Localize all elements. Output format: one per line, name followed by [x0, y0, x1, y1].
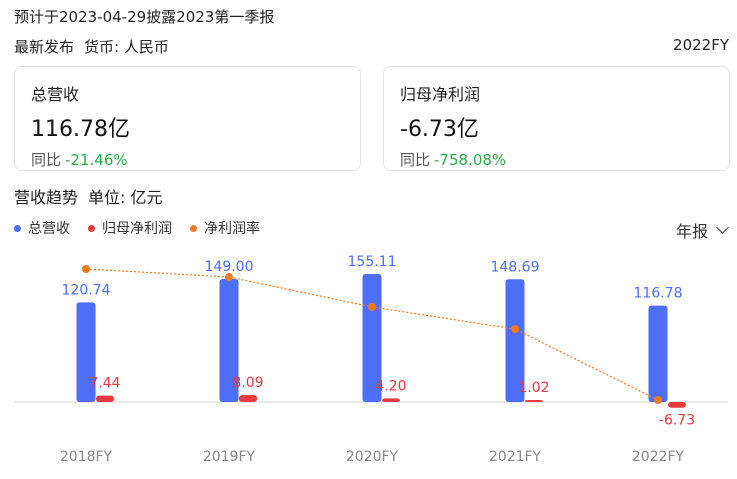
net-profit-bar: [668, 402, 686, 408]
trend-title-text: 营收趋势: [14, 188, 79, 207]
legend-dot-revenue: [14, 224, 21, 232]
net-margin-point: [368, 302, 376, 311]
legend-dot-net-margin: [190, 224, 197, 232]
x-tick-label: 2018FY: [60, 449, 113, 465]
trend-title: 营收趋势 单位: 亿元: [14, 184, 163, 208]
legend-item-net-margin[interactable]: 净利润率: [190, 218, 260, 238]
chart-legend: 总营收 归母净利润 净利润率: [14, 218, 260, 238]
revenue-label: 155.11: [348, 254, 397, 270]
net-profit-bar: [96, 395, 114, 402]
revenue-bar: [505, 279, 525, 402]
net-profit-card-title: 归母净利润: [400, 85, 481, 104]
legend-label-net-profit: 归母净利润: [102, 221, 172, 237]
period-select[interactable]: 年报: [675, 218, 729, 242]
revenue-change-value: -21.46%: [65, 151, 128, 169]
net-margin-point: [654, 396, 662, 404]
net-profit-bar: [239, 395, 257, 402]
revenue-card-title: 总营收: [31, 85, 80, 104]
net-profit-label: 8.09: [232, 375, 263, 391]
revenue-label: 149.00: [205, 259, 254, 275]
net-profit-card[interactable]: 归母净利润 -6.73亿 同比 -758.08%: [383, 66, 730, 171]
net-margin-point: [82, 265, 90, 273]
revenue-bar: [648, 305, 668, 402]
net-profit-label: 1.02: [518, 380, 549, 396]
x-tick-label: 2019FY: [203, 449, 256, 465]
revenue-bar: [76, 302, 96, 402]
net-profit-change-label: 同比: [400, 151, 431, 169]
revenue-label: 148.69: [491, 259, 540, 275]
revenue-label: 120.74: [62, 282, 111, 298]
report-period: 2022FY: [673, 36, 729, 54]
period-select-label: 年报: [675, 222, 708, 241]
legend-label-revenue: 总营收: [28, 221, 70, 237]
net-profit-card-value: -6.73亿: [400, 117, 479, 142]
legend-label-net-margin: 净利润率: [204, 221, 260, 237]
net-profit-label: -6.73: [659, 413, 695, 429]
revenue-card-value: 116.78亿: [31, 117, 130, 142]
net-margin-point: [511, 325, 519, 334]
revenue-change-label: 同比: [31, 151, 62, 169]
latest-release-label: 最新发布: [14, 38, 75, 56]
net-profit-card-change: 同比 -758.08%: [400, 149, 729, 170]
net-profit-change-value: -758.08%: [434, 151, 507, 169]
net-profit-bar: [525, 400, 543, 402]
revenue-bar: [219, 279, 239, 402]
legend-dot-net-profit: [88, 224, 95, 232]
net-profit-bar: [382, 398, 400, 402]
x-tick-label: 2022FY: [632, 449, 685, 465]
x-tick-label: 2020FY: [346, 449, 399, 465]
report-meta: 最新发布 货币: 人民币: [14, 36, 169, 57]
net-profit-label: 7.44: [89, 376, 120, 392]
revenue-card[interactable]: 总营收 116.78亿 同比 -21.46%: [14, 66, 361, 171]
revenue-label: 116.78: [634, 286, 683, 302]
revenue-card-change: 同比 -21.46%: [31, 149, 360, 170]
currency-label: 货币: 人民币: [84, 38, 169, 56]
x-tick-label: 2021FY: [489, 449, 542, 465]
disclosure-notice: 预计于2023-04-29披露2023第一季报: [14, 8, 275, 26]
net-margin-point: [225, 273, 233, 282]
legend-item-net-profit[interactable]: 归母净利润: [88, 218, 172, 238]
net-profit-label: 4.20: [375, 378, 406, 394]
legend-item-revenue[interactable]: 总营收: [14, 218, 70, 238]
trend-unit: 单位: 亿元: [88, 188, 163, 207]
